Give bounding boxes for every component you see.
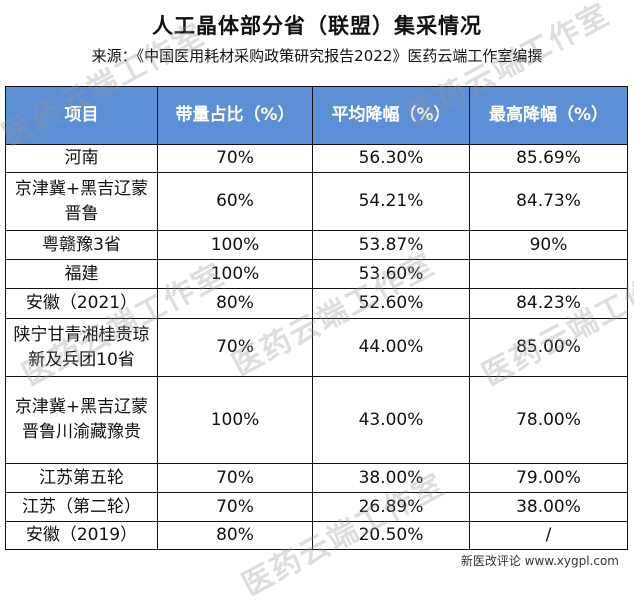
- table-row: 陕宁甘青湘桂贵琼新及兵团10省 70% 44.00% 85.00%: [5, 318, 628, 377]
- table-row: 福建 100% 53.60%: [5, 259, 628, 289]
- table-header-row: 项目 带量占比（%） 平均降幅（%） 最高降幅（%）: [5, 86, 628, 145]
- cell-max: [469, 259, 628, 289]
- cell-avg: 20.50%: [312, 521, 470, 550]
- cell-share: 80%: [157, 521, 313, 550]
- cell-max: /: [469, 521, 628, 550]
- table-row: 江苏（第二轮） 70% 26.89% 38.00%: [5, 492, 628, 522]
- cell-avg: 43.00%: [312, 376, 470, 464]
- source-line: 来源：《中国医用耗材采购政策研究报告2022》医药云端工作室编撰: [91, 47, 543, 65]
- table-row: 安徽（2021） 80% 52.60% 84.23%: [5, 288, 628, 319]
- cell-share: 70%: [157, 463, 313, 493]
- cell-share: 100%: [157, 376, 313, 464]
- header-max-drop: 最高降幅（%）: [469, 86, 628, 145]
- cell-max: 78.00%: [469, 376, 628, 464]
- footer-watermark: 新医改评论 www.xygpl.com: [457, 552, 622, 569]
- table-row: 粤赣豫3省 100% 53.87% 90%: [5, 230, 628, 260]
- cell-avg: 44.00%: [312, 318, 470, 377]
- cell-avg: 53.87%: [312, 230, 470, 260]
- cell-avg: 52.60%: [312, 288, 470, 319]
- cell-avg: 54.21%: [312, 172, 470, 231]
- cell-max: 38.00%: [469, 492, 628, 522]
- cell-share: 70%: [157, 144, 313, 173]
- cell-name: 福建: [5, 259, 158, 289]
- cell-share: 100%: [157, 230, 313, 260]
- cell-name: 安徽（2021）: [5, 288, 158, 319]
- cell-max: 85.00%: [469, 318, 628, 377]
- table-row: 安徽（2019） 80% 20.50% /: [5, 521, 628, 550]
- cell-avg: 56.30%: [312, 144, 470, 173]
- cell-max: 79.00%: [469, 463, 628, 493]
- table-row: 河南 70% 56.30% 85.69%: [5, 144, 628, 173]
- cell-share: 100%: [157, 259, 313, 289]
- header-avg-drop: 平均降幅（%）: [312, 86, 470, 145]
- cell-avg: 38.00%: [312, 463, 470, 493]
- table-row: 京津冀+黑吉辽蒙晋鲁川渝藏豫贵 100% 43.00% 78.00%: [5, 376, 628, 464]
- cell-name: 陕宁甘青湘桂贵琼新及兵团10省: [5, 318, 158, 377]
- cell-max: 90%: [469, 230, 628, 260]
- cell-max: 84.73%: [469, 172, 628, 231]
- cell-name: 京津冀+黑吉辽蒙晋鲁: [5, 172, 158, 231]
- header-share: 带量占比（%）: [157, 86, 313, 145]
- cell-name: 粤赣豫3省: [5, 230, 158, 260]
- cell-share: 60%: [157, 172, 313, 231]
- cell-max: 85.69%: [469, 144, 628, 173]
- cell-name: 京津冀+黑吉辽蒙晋鲁川渝藏豫贵: [5, 376, 158, 464]
- page-title: 人工晶体部分省（联盟）集采情况: [152, 14, 482, 38]
- cell-name: 河南: [5, 144, 158, 173]
- cell-name: 安徽（2019）: [5, 521, 158, 550]
- cell-name: 江苏（第二轮）: [5, 492, 158, 522]
- cell-avg: 26.89%: [312, 492, 470, 522]
- cell-max: 84.23%: [469, 288, 628, 319]
- cell-avg: 53.60%: [312, 259, 470, 289]
- cell-name: 江苏第五轮: [5, 463, 158, 493]
- table-row: 京津冀+黑吉辽蒙晋鲁 60% 54.21% 84.73%: [5, 172, 628, 231]
- table-row: 江苏第五轮 70% 38.00% 79.00%: [5, 463, 628, 493]
- cell-share: 70%: [157, 492, 313, 522]
- cell-share: 80%: [157, 288, 313, 319]
- header-item: 项目: [5, 86, 158, 145]
- cell-share: 70%: [157, 318, 313, 377]
- data-table: 项目 带量占比（%） 平均降幅（%） 最高降幅（%） 河南 70% 56.30%…: [5, 86, 628, 550]
